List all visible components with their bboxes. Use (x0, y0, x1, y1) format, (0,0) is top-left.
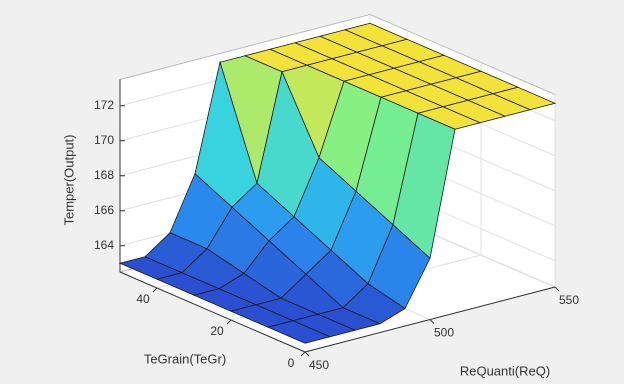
x-tick (429, 319, 435, 324)
y-tick (300, 351, 306, 357)
y-tick-label: 20 (210, 324, 224, 338)
y-tick (226, 319, 232, 325)
z-axis-label: Temper(Output) (61, 134, 76, 225)
x-tick (304, 351, 310, 357)
y-axis-line (119, 271, 306, 353)
x-tick-label: 500 (434, 326, 454, 340)
y-tick-label: 40 (136, 292, 150, 306)
z-tick-label: 170 (94, 133, 114, 147)
x-axis-line (304, 286, 556, 353)
z-tick-label: 164 (94, 238, 114, 252)
y-axis-label: TeGrain(TeGr) (144, 351, 226, 366)
x-tick-label: 450 (309, 358, 329, 372)
x-tick (554, 286, 560, 292)
y-tick (152, 287, 158, 293)
x-axis-label: ReQuanti(ReQ) (460, 363, 550, 378)
z-tick-label: 166 (94, 203, 114, 217)
y-tick-label: 0 (288, 356, 295, 370)
x-tick-label: 550 (559, 293, 579, 307)
z-tick-label: 168 (94, 168, 114, 182)
z-tick-label: 172 (94, 98, 114, 112)
surface-patch (266, 320, 332, 344)
